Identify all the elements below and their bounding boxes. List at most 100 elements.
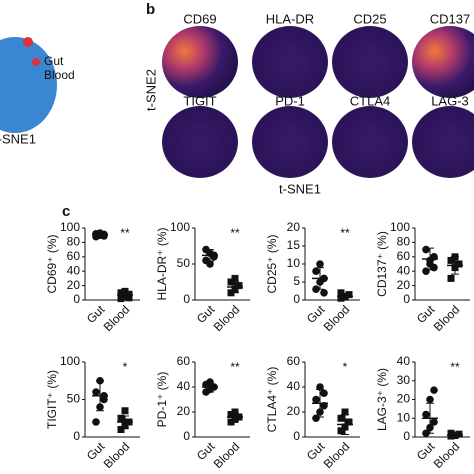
x-tick-label: Blood — [321, 302, 353, 334]
tsne-map — [332, 106, 408, 178]
marker-label: CD69 — [183, 11, 216, 26]
y-tick-label: 60 — [177, 354, 191, 368]
tsne-map — [0, 37, 57, 133]
marker-label: LAG-3 — [431, 93, 469, 108]
tsne-map — [332, 26, 408, 98]
axis-label: t-SNE1 — [279, 181, 321, 196]
error-bar — [231, 412, 239, 422]
y-axis-label: CD25⁺ (%) — [265, 234, 279, 293]
data-point — [206, 260, 214, 268]
y-tick-label: 15 — [287, 238, 301, 252]
tsne-map — [252, 106, 328, 178]
error-bar — [451, 256, 459, 275]
axis-label: t-SNE1 — [0, 131, 36, 146]
data-point — [117, 289, 125, 297]
data-point — [455, 260, 463, 268]
data-point — [447, 429, 455, 437]
y-tick-label: 80 — [67, 235, 81, 249]
y-tick-label: 20 — [397, 278, 411, 292]
y-tick-label: 40 — [177, 379, 191, 393]
data-point — [312, 267, 320, 276]
error-bar — [426, 402, 434, 434]
data-point — [227, 278, 235, 286]
y-tick-label: 50 — [177, 256, 191, 270]
y-axis-label: CD69⁺ (%) — [45, 234, 59, 293]
x-tick-label: Blood — [211, 439, 243, 471]
data-point — [430, 386, 438, 394]
y-tick-label: 20 — [287, 404, 301, 418]
tsne-map — [252, 26, 328, 98]
error-bar — [316, 267, 324, 290]
error-bar — [121, 291, 129, 299]
x-tick-label: Blood — [101, 439, 133, 471]
data-point — [100, 395, 108, 404]
y-tick-label: 0 — [73, 429, 80, 443]
data-point — [337, 289, 345, 297]
x-tick-label: Blood — [431, 302, 463, 334]
y-tick-label: 0 — [403, 292, 410, 306]
marker-label: PD-1 — [275, 93, 305, 108]
data-point — [235, 282, 243, 290]
legend-swatch — [32, 72, 40, 80]
x-tick-label: Blood — [431, 439, 463, 471]
y-tick-label: 0 — [73, 292, 80, 306]
data-point — [430, 418, 438, 426]
y-axis-label: LAG-3⁺ (%) — [375, 368, 389, 431]
y-tick-label: 0 — [183, 429, 190, 443]
x-tick-label: Blood — [101, 302, 133, 334]
y-tick-label: 0 — [183, 292, 190, 306]
data-point — [92, 418, 100, 426]
y-tick-label: 60 — [287, 354, 301, 368]
data-point — [121, 407, 129, 415]
tsne-map — [162, 26, 238, 98]
y-axis-label: HLA-DR⁺ (%) — [155, 227, 169, 300]
y-tick-label: 0 — [293, 429, 300, 443]
y-tick-label: 50 — [67, 392, 81, 406]
y-tick-label: 30 — [397, 373, 411, 387]
y-tick-label: 100 — [60, 220, 80, 234]
marker-label: CD137 — [430, 11, 470, 26]
x-tick-label: Blood — [321, 439, 353, 471]
data-point — [117, 426, 125, 433]
y-tick-label: 20 — [67, 278, 81, 292]
y-tick-label: 40 — [397, 354, 411, 368]
error-bar — [341, 294, 349, 299]
significance: ** — [340, 226, 350, 240]
error-bar — [96, 380, 104, 412]
data-point — [422, 245, 430, 254]
legend-label: Blood — [44, 68, 75, 82]
data-point — [426, 395, 434, 404]
y-tick-label: 40 — [287, 379, 301, 393]
data-point — [316, 383, 324, 391]
data-point — [312, 395, 320, 404]
tsne-map — [412, 26, 474, 98]
data-point — [227, 411, 235, 418]
axis-line — [414, 362, 470, 438]
marker-label: CTLA4 — [350, 93, 390, 108]
data-point — [447, 274, 455, 282]
data-point — [312, 414, 320, 423]
error-bar — [121, 415, 129, 429]
significance: * — [343, 360, 348, 374]
data-point — [447, 256, 455, 264]
data-point — [320, 389, 328, 398]
y-axis-label: PD-1⁺ (%) — [155, 372, 169, 428]
error-bar — [206, 249, 214, 262]
y-tick-label: 20 — [397, 392, 411, 406]
error-bar — [231, 280, 239, 294]
significance: ** — [450, 360, 460, 374]
data-point — [117, 295, 125, 303]
error-bar — [341, 414, 349, 435]
axis-line — [194, 228, 250, 301]
error-bar — [451, 433, 459, 437]
tsne-map — [162, 106, 238, 178]
tsne-cluster — [23, 37, 33, 47]
significance: ** — [230, 226, 240, 240]
y-tick-label: 40 — [397, 263, 411, 277]
y-tick-label: 100 — [170, 220, 190, 234]
data-point — [337, 427, 345, 435]
panel-letter: b — [146, 1, 155, 18]
data-point — [227, 418, 235, 426]
marker-label: TIGIT — [183, 93, 216, 108]
